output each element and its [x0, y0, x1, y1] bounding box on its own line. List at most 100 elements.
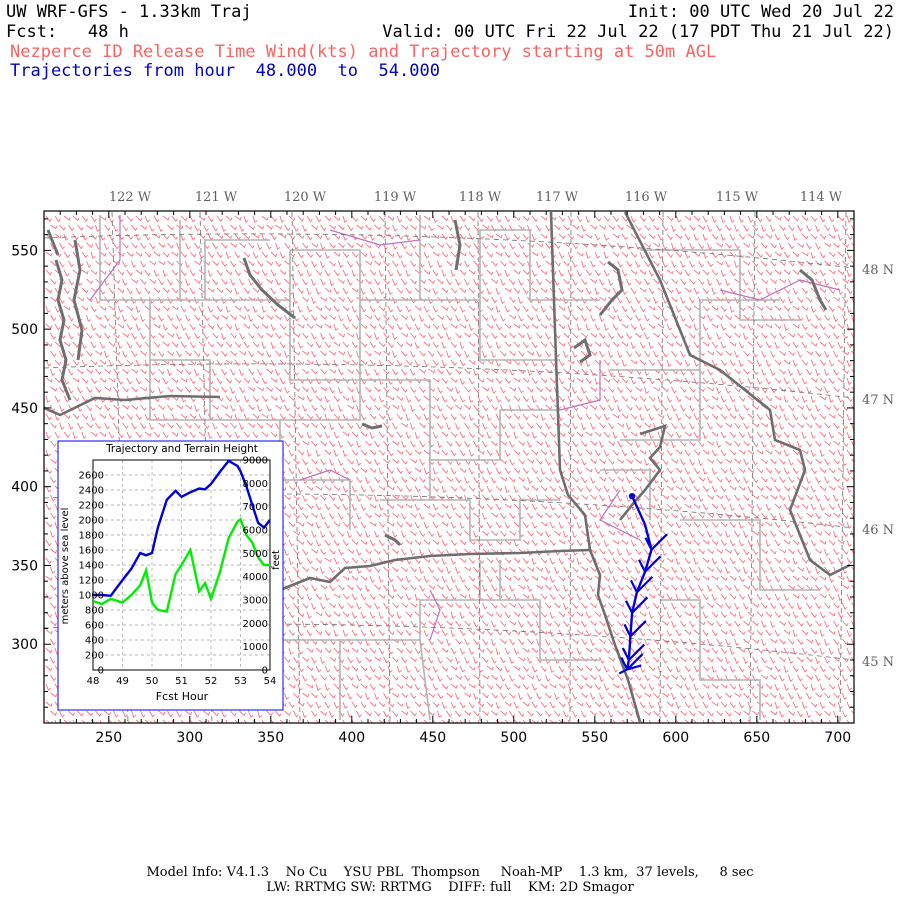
wind-barb — [230, 278, 236, 286]
wind-barb — [297, 629, 304, 637]
wind-barb — [770, 278, 778, 284]
wind-barb — [518, 350, 525, 357]
wind-barb — [603, 377, 611, 383]
wind-barb — [158, 278, 165, 286]
wind-barb — [333, 395, 340, 403]
wind-barb — [383, 260, 390, 267]
wind-barb — [563, 296, 569, 304]
wind-barb — [441, 539, 448, 547]
wind-barb — [522, 449, 529, 457]
wind-barb — [378, 287, 385, 295]
wind-barb — [716, 386, 722, 394]
wind-barb — [194, 404, 200, 412]
wind-barb — [302, 224, 308, 232]
wind-barb — [639, 557, 646, 564]
wind-barb — [428, 260, 434, 268]
wind-barb — [441, 287, 449, 294]
wind-barb — [477, 521, 484, 529]
wind-barb — [86, 404, 93, 412]
wind-barb — [648, 665, 656, 672]
wind-barb — [819, 503, 825, 511]
wind-barb — [837, 359, 845, 366]
wind-barb — [482, 602, 488, 610]
wind-barb — [563, 350, 569, 358]
wind-barb — [410, 530, 417, 537]
wind-barb — [468, 647, 475, 655]
wind-barb — [302, 368, 309, 375]
wind-barb — [752, 656, 759, 664]
wind-barb — [657, 449, 665, 456]
wind-barb — [720, 503, 727, 511]
wind-barb — [140, 296, 146, 304]
wind-barb — [608, 512, 616, 518]
wind-barb — [810, 647, 818, 654]
wind-barb — [711, 485, 718, 493]
wind-barb — [716, 278, 722, 286]
wind-barb — [284, 494, 291, 501]
wind-barb — [122, 368, 129, 375]
wind-barb — [50, 368, 56, 376]
wind-barb — [131, 422, 138, 430]
wind-barb — [590, 332, 598, 338]
wind-barb — [747, 251, 755, 257]
wind-barb — [666, 503, 674, 510]
wind-barb — [815, 260, 822, 267]
wind-barb — [509, 242, 516, 250]
wind-barb — [369, 593, 376, 601]
wind-barb — [558, 557, 565, 565]
wind-barb — [392, 278, 398, 286]
wind-barb — [545, 530, 551, 538]
wind-barb — [644, 440, 651, 447]
wind-barb — [477, 449, 485, 455]
wind-barb — [770, 260, 777, 267]
wind-barb — [594, 665, 602, 672]
wind-barb — [225, 413, 233, 419]
wind-barb — [374, 494, 380, 502]
wind-barb — [459, 521, 465, 529]
wind-barb — [567, 377, 575, 383]
wind-barb — [603, 287, 611, 293]
wind-barb — [131, 332, 138, 340]
wind-barb — [95, 368, 102, 375]
wind-barb — [513, 665, 521, 671]
wind-barb — [671, 656, 679, 662]
wind-barb — [315, 251, 322, 258]
wind-barb — [324, 215, 332, 222]
wind-barb — [770, 368, 776, 376]
wind-barb — [828, 413, 836, 419]
wind-barb — [495, 647, 501, 656]
wind-barb — [347, 278, 353, 286]
wind-barb — [482, 404, 489, 412]
wind-barb — [720, 323, 726, 331]
wind-barb — [729, 233, 736, 241]
wind-barb — [378, 251, 385, 259]
wind-barb — [684, 701, 691, 709]
wind-barb — [477, 557, 485, 564]
wind-barb — [347, 710, 353, 718]
wind-barb — [756, 269, 764, 276]
wind-barb — [261, 251, 268, 258]
wind-barb — [626, 692, 632, 700]
wind-barb — [585, 629, 592, 637]
wind-barb — [302, 332, 309, 339]
wind-barb — [365, 692, 371, 700]
wind-barb — [284, 440, 291, 448]
wind-barb — [509, 566, 516, 573]
wind-barb — [230, 224, 237, 231]
wind-barb — [662, 512, 669, 519]
wind-barb — [653, 296, 659, 304]
wind-barb — [608, 386, 615, 393]
wind-barb — [630, 485, 637, 492]
wind-barb — [45, 377, 53, 383]
wind-barb — [599, 494, 606, 502]
wind-barb — [612, 233, 620, 239]
wind-barb — [495, 323, 502, 331]
wind-barb — [743, 332, 749, 340]
wind-barb — [626, 278, 632, 286]
wind-barb — [387, 341, 394, 349]
wind-barb — [603, 683, 609, 691]
wind-barb — [603, 323, 609, 331]
wind-barb — [531, 377, 538, 385]
wind-barb — [90, 341, 97, 349]
wind-barb — [824, 692, 831, 699]
